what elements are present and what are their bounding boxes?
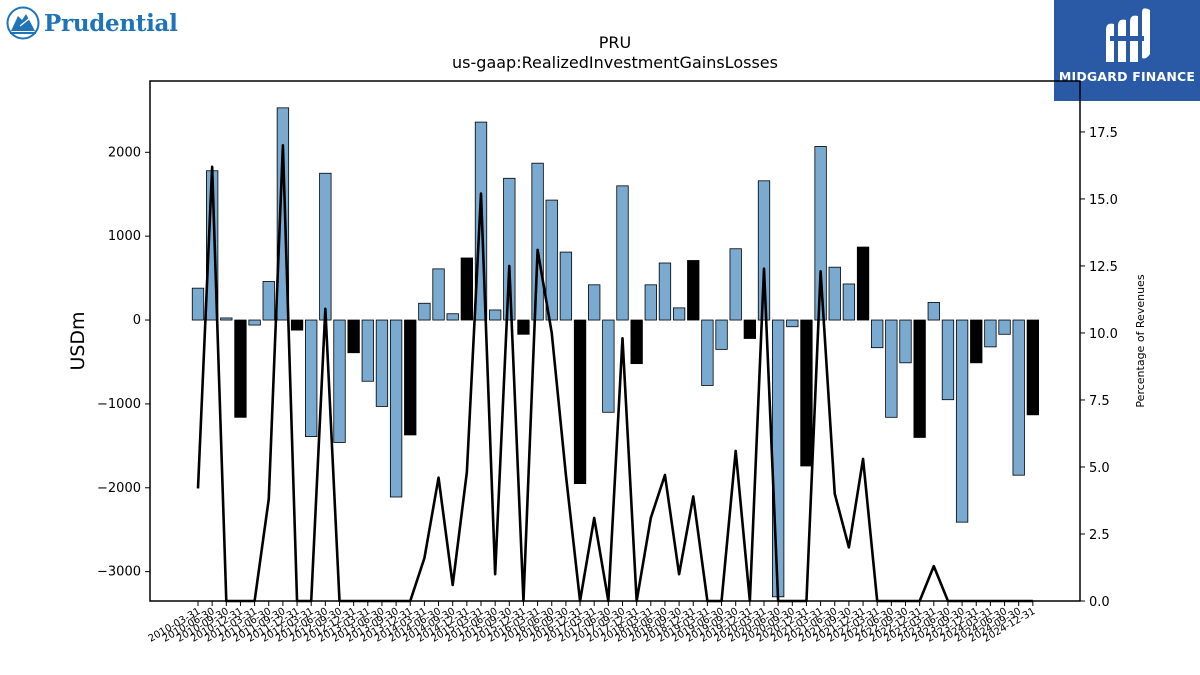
bar-2015-06-30 (488, 309, 502, 321)
y-tick-label: −2000 (97, 481, 141, 496)
bar-2023-12-31 (970, 319, 983, 364)
bar-2022-03-31 (871, 319, 884, 349)
bar-2020-12-31 (800, 319, 813, 467)
bar-2023-06-30 (941, 319, 955, 401)
bar-2014-03-31 (418, 302, 431, 321)
bar-2020-06-30 (772, 319, 785, 598)
bar-2024-09-30 (1012, 319, 1025, 476)
bar-2024-03-31 (984, 319, 997, 348)
bar-2010-03-31 (191, 287, 205, 321)
y-axis-label: USDm (67, 311, 89, 370)
bar-2020-03-31 (757, 180, 771, 321)
y-tick-label: 2000 (108, 145, 141, 160)
bar-2017-06-30 (602, 319, 615, 413)
bar-2019-09-30 (729, 248, 742, 321)
bar-2014-06-30 (432, 268, 445, 321)
bar-2023-03-31 (927, 302, 940, 321)
bar-2012-03-31 (305, 319, 318, 438)
bar-2018-09-30 (672, 307, 686, 321)
y-tick-label: −3000 (97, 565, 141, 580)
bar-2021-06-30 (828, 266, 841, 321)
bar-2012-06-30 (319, 172, 332, 321)
bar-2011-12-31 (290, 319, 304, 331)
bar-2017-09-30 (616, 185, 629, 321)
midgard-emblem-icon (1106, 8, 1150, 63)
y2-tick-label: 12.5 (1089, 260, 1118, 275)
bar-2014-09-30 (446, 313, 459, 321)
rock-icon (6, 6, 40, 40)
bar-2015-09-30 (503, 177, 516, 321)
bar-2018-12-31 (687, 260, 700, 321)
bar-2016-03-31 (531, 162, 544, 321)
bar-2011-06-30 (262, 281, 275, 321)
bar-2018-06-30 (658, 262, 672, 321)
bar-2021-12-31 (856, 246, 870, 321)
y-tick-label: 1000 (108, 229, 141, 244)
y2-tick-label: 15.0 (1089, 193, 1118, 208)
y2-tick-label: 2.5 (1089, 528, 1110, 543)
bar-2012-12-31 (347, 319, 360, 354)
bars-group (191, 107, 1039, 598)
bar-2024-12-31 (1026, 319, 1039, 416)
bar-2020-09-30 (786, 319, 799, 328)
midgard-finance-logo: MIDGARD FINANCE (1054, 0, 1200, 101)
bar-2013-06-30 (375, 319, 389, 407)
bar-2022-12-31 (913, 319, 926, 438)
bar-2013-03-31 (361, 319, 374, 382)
bar-2024-06-30 (998, 319, 1011, 335)
bar-2011-03-31 (248, 319, 261, 326)
bar-2010-09-30 (220, 317, 233, 321)
bar-2014-12-31 (460, 257, 474, 321)
y2-tick-label: 0.0 (1089, 595, 1110, 610)
bar-2013-12-31 (404, 319, 417, 436)
y2-tick-label: 17.5 (1089, 126, 1118, 141)
y2-tick-label: 5.0 (1089, 461, 1110, 476)
bar-2021-03-31 (814, 146, 827, 321)
chart-subtitle: us-gaap:RealizedInvestmentGainsLosses (452, 53, 778, 72)
y-axis: −3000 −2000 −1000 0 1000 2000 (97, 145, 150, 580)
bar-2023-09-30 (955, 319, 969, 523)
bar-2022-06-30 (885, 319, 898, 418)
y-tick-label: 0 (133, 313, 141, 328)
y2-axis-label: Percentage of Revenues (1134, 274, 1147, 407)
bar-2011-09-30 (276, 107, 290, 321)
partner-name: MIDGARD FINANCE (1058, 69, 1196, 84)
bar-2016-09-30 (559, 251, 573, 321)
bar-2013-09-30 (389, 319, 403, 498)
bar-2015-12-31 (517, 319, 530, 335)
bar-2016-06-30 (545, 199, 558, 321)
bar-2021-09-30 (842, 283, 856, 321)
bar-2012-09-30 (333, 319, 346, 443)
bar-2010-12-31 (234, 319, 247, 418)
bar-2019-03-31 (701, 319, 714, 386)
bar-2016-12-31 (573, 319, 587, 484)
y2-axis: 0.0 2.5 5.0 7.5 10.0 12.5 15.0 17.5 (1080, 126, 1118, 610)
bar-2022-09-30 (899, 319, 912, 364)
bar-2019-12-31 (743, 319, 756, 339)
bar-2017-12-31 (630, 319, 643, 365)
bar-2018-03-31 (644, 284, 657, 321)
y2-tick-label: 7.5 (1089, 394, 1110, 409)
prudential-logo: Prudential (6, 6, 178, 40)
y-tick-label: −1000 (97, 397, 141, 412)
bar-2019-06-30 (715, 319, 728, 350)
y2-tick-label: 10.0 (1089, 327, 1118, 342)
brand-name: Prudential (44, 9, 178, 37)
x-axis: 2010-03-312010-06-302010-09-302010-12-31… (147, 601, 1037, 645)
chart-title: PRU (599, 33, 631, 52)
plot-frame (149, 80, 1081, 602)
bar-2017-03-31 (588, 284, 601, 321)
